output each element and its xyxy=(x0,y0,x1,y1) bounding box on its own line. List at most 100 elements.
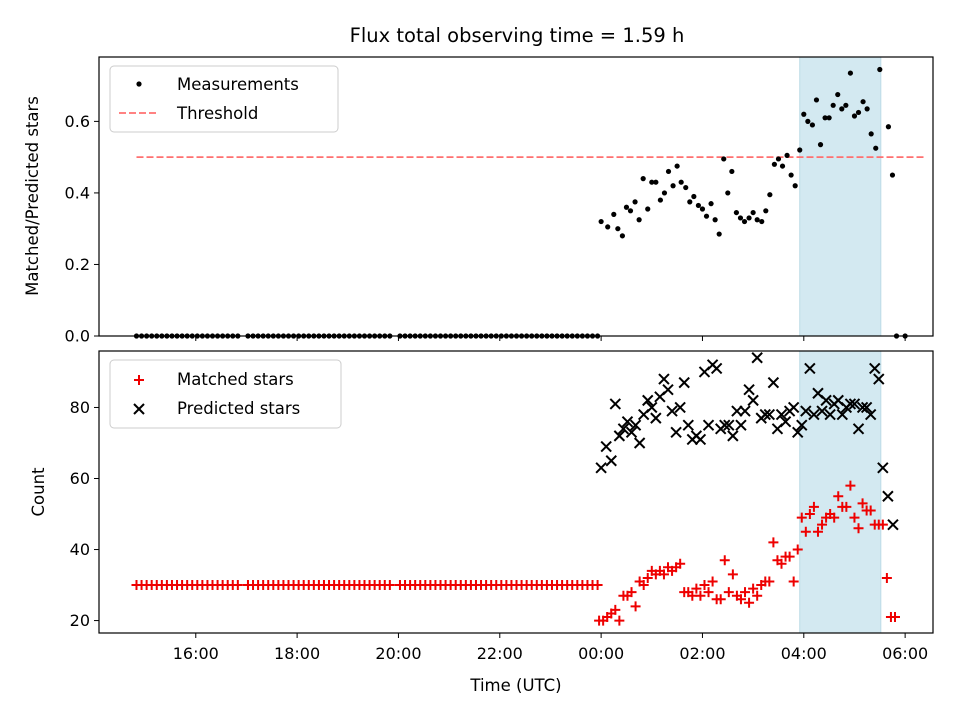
predicted-point xyxy=(650,412,662,424)
top-y-axis: 0.0 0.2 0.4 0.6 xyxy=(65,112,99,346)
matched-point xyxy=(727,569,738,580)
x-tick-label: 22:00 xyxy=(477,644,523,663)
matched-point xyxy=(614,615,625,626)
legend-predicted-marker xyxy=(133,403,145,415)
predicted-point xyxy=(609,398,622,410)
matched-point xyxy=(833,491,844,502)
matched-point xyxy=(881,572,892,583)
measurement-point xyxy=(632,199,638,205)
predicted-point xyxy=(852,423,865,435)
measurement-point xyxy=(847,70,854,76)
measurement-point xyxy=(868,131,874,137)
measurement-point xyxy=(733,209,740,216)
top-y-axis-label: Matched/Predicted stars xyxy=(23,96,42,296)
matched-point xyxy=(699,580,710,591)
bottom-y-axis: 20 40 60 80 xyxy=(70,398,99,630)
predicted-points xyxy=(595,352,899,531)
top-y-tick-label: 0.2 xyxy=(65,255,90,274)
predicted-point xyxy=(702,419,715,431)
matched-point xyxy=(626,587,637,598)
x-tick-label: 20:00 xyxy=(375,644,421,663)
predicted-point xyxy=(658,373,670,385)
x-tick-label: 06:00 xyxy=(882,644,928,663)
predicted-point xyxy=(751,352,763,364)
predicted-point xyxy=(605,455,617,467)
measurement-point xyxy=(763,208,769,214)
matched-point xyxy=(792,544,803,555)
measurement-point xyxy=(695,202,702,209)
matched-point xyxy=(744,597,755,608)
predicted-point xyxy=(882,490,894,502)
measurement-point xyxy=(649,179,655,185)
legend-matched-label: Matched stars xyxy=(177,370,294,389)
matched-point xyxy=(857,498,868,509)
matched-point xyxy=(232,580,243,591)
measurement-point xyxy=(877,66,883,73)
predicted-point xyxy=(629,419,642,431)
predicted-point xyxy=(666,405,678,417)
chart-title: Flux total observing time = 1.59 h xyxy=(350,24,685,47)
predicted-point xyxy=(633,437,646,449)
legend-measurements-label: Measurements xyxy=(177,75,299,94)
top-y-tick-label: 0.6 xyxy=(65,112,90,131)
matched-point xyxy=(384,580,395,591)
measurement-point xyxy=(767,192,773,198)
measurement-point xyxy=(687,199,693,205)
matched-point xyxy=(764,576,775,587)
matched-point xyxy=(715,594,726,605)
measurement-point xyxy=(708,201,714,207)
predicted-point xyxy=(779,415,792,428)
predicted-point xyxy=(844,398,857,410)
predicted-point xyxy=(678,376,690,389)
predicted-point xyxy=(613,430,626,442)
matched-point xyxy=(723,587,734,598)
measurement-point xyxy=(889,172,896,178)
predicted-point xyxy=(796,419,808,431)
predicted-point xyxy=(694,433,707,446)
matched-point xyxy=(703,587,714,598)
matched-point xyxy=(800,526,811,537)
measurement-point xyxy=(691,193,697,200)
bottom-legend: Matched stars Predicted stars xyxy=(109,359,342,429)
bottom-y-tick-label: 20 xyxy=(70,611,90,630)
predicted-point xyxy=(787,401,800,414)
matched-point xyxy=(829,512,840,523)
predicted-point xyxy=(759,408,771,421)
measurement-point xyxy=(873,145,879,151)
bottom-y-axis-label: Count xyxy=(29,467,48,517)
measurement-point xyxy=(779,163,786,169)
matched-point xyxy=(804,509,815,520)
measurement-point xyxy=(830,102,836,108)
matched-point xyxy=(735,594,746,605)
matched-point xyxy=(889,612,900,623)
measurement-point xyxy=(683,184,689,191)
measurement-point xyxy=(801,111,807,117)
predicted-point xyxy=(670,426,682,439)
predicted-point xyxy=(710,362,723,375)
measurement-point xyxy=(657,197,664,203)
predicted-point xyxy=(747,394,759,407)
predicted-point xyxy=(642,394,654,407)
top-plot-frame xyxy=(98,56,934,337)
predicted-point xyxy=(674,401,686,414)
predicted-point xyxy=(808,408,820,421)
measurement-point xyxy=(885,124,892,130)
predicted-point xyxy=(682,419,694,431)
measurement-point xyxy=(653,179,659,185)
measurement-point xyxy=(729,168,735,175)
measurement-point xyxy=(725,190,731,196)
measurement-point xyxy=(775,156,782,162)
matched-point xyxy=(752,590,763,601)
bottom-plot-frame xyxy=(98,350,934,634)
matched-point xyxy=(695,590,706,601)
predicted-point xyxy=(727,430,739,442)
predicted-point xyxy=(625,426,638,439)
measurement-point xyxy=(855,109,862,116)
predicted-point xyxy=(735,419,747,431)
measurement-point xyxy=(822,115,828,121)
predicted-point xyxy=(739,405,751,417)
predicted-point xyxy=(869,362,881,375)
predicted-point xyxy=(873,373,885,385)
matched-point xyxy=(675,558,686,569)
matched-point xyxy=(592,580,603,591)
